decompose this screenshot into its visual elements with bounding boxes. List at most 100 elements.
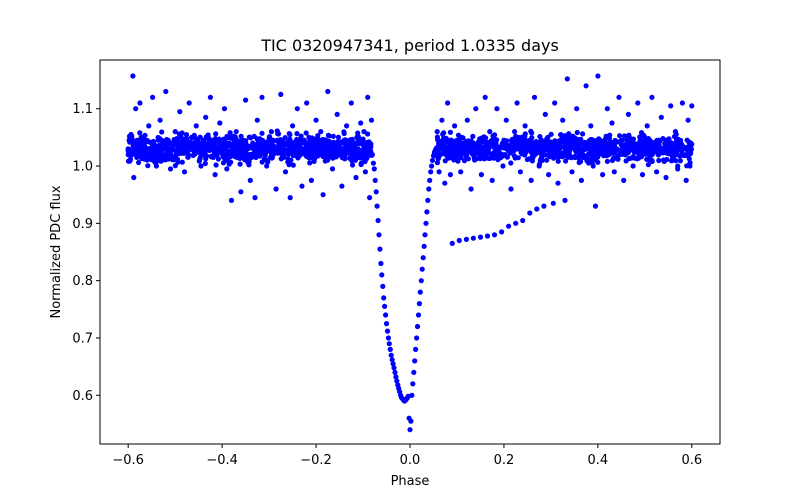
data-point [364, 140, 370, 146]
data-point [347, 137, 353, 143]
data-point [383, 312, 389, 318]
data-point [663, 174, 669, 181]
data-point [268, 129, 274, 135]
data-point [635, 100, 641, 106]
data-point [670, 146, 676, 152]
data-point [181, 169, 188, 175]
data-point [447, 129, 453, 135]
data-point [378, 260, 384, 267]
data-point [471, 152, 477, 159]
data-point [597, 137, 603, 143]
data-point [661, 146, 667, 152]
data-point [578, 177, 585, 183]
data-point [684, 137, 690, 143]
data-point [468, 145, 474, 151]
data-point [286, 151, 292, 157]
data-point [322, 143, 329, 149]
data-point [522, 123, 528, 129]
data-point [682, 146, 688, 152]
data-point [266, 134, 273, 140]
data-point [282, 169, 289, 175]
data-point [538, 137, 545, 143]
data-point [214, 146, 220, 152]
data-point [564, 76, 570, 82]
data-point [637, 137, 643, 143]
data-point [611, 169, 617, 175]
data-point [606, 136, 613, 142]
data-point [630, 163, 636, 169]
data-point [484, 233, 491, 239]
data-point [339, 183, 345, 189]
data-point [313, 117, 319, 123]
data-point [388, 352, 394, 358]
data-point [672, 129, 679, 135]
data-point [520, 144, 526, 150]
data-point [250, 140, 256, 146]
data-point [491, 232, 498, 238]
data-point [181, 150, 187, 156]
data-point [655, 151, 661, 157]
data-point [167, 166, 174, 172]
data-point [360, 152, 366, 158]
data-point [196, 143, 202, 149]
data-point [137, 100, 143, 106]
data-point [588, 123, 594, 129]
data-point [482, 94, 488, 100]
data-point [629, 155, 636, 161]
data-point [163, 88, 169, 95]
data-point [301, 137, 307, 143]
data-point [689, 103, 695, 109]
data-point [455, 158, 461, 164]
data-point [675, 166, 681, 172]
data-point [548, 131, 554, 137]
data-point [280, 146, 286, 152]
data-point [259, 94, 265, 100]
data-point [213, 162, 219, 168]
data-point [429, 163, 435, 169]
data-point [294, 131, 300, 137]
data-point [686, 152, 692, 158]
data-point [562, 197, 568, 203]
data-point [204, 153, 210, 159]
data-point [380, 283, 386, 289]
x-tick-label: 0.4 [588, 453, 609, 468]
data-point [249, 145, 255, 151]
data-point [353, 174, 359, 181]
data-point [373, 189, 379, 195]
x-tick-label: −0.4 [206, 453, 238, 468]
data-point [422, 232, 428, 238]
data-point [203, 114, 209, 120]
data-point [221, 136, 227, 142]
data-point [304, 100, 310, 106]
data-point [142, 140, 148, 146]
data-point [349, 158, 355, 164]
data-point [569, 169, 575, 175]
data-point [235, 142, 241, 148]
data-point [494, 153, 500, 159]
data-point [602, 146, 608, 152]
data-point [600, 172, 606, 178]
data-point [161, 152, 167, 158]
x-tick-label: 0.6 [681, 453, 702, 468]
data-point [344, 123, 350, 129]
data-point [446, 155, 452, 161]
data-point [514, 100, 520, 106]
data-point [228, 197, 235, 203]
y-tick-label: 0.7 [72, 331, 93, 346]
data-point [303, 130, 309, 136]
data-point [423, 220, 429, 226]
data-point [318, 129, 324, 135]
data-point [487, 129, 493, 135]
data-point [345, 150, 351, 156]
data-point [665, 140, 671, 146]
data-point [521, 137, 527, 143]
data-point [433, 146, 439, 152]
data-point [637, 148, 643, 154]
data-point [322, 158, 328, 164]
data-point [311, 140, 317, 146]
plot-frame [99, 59, 721, 445]
data-point [510, 140, 516, 146]
data-point [335, 134, 341, 140]
data-point [292, 146, 298, 152]
data-point [386, 341, 392, 347]
